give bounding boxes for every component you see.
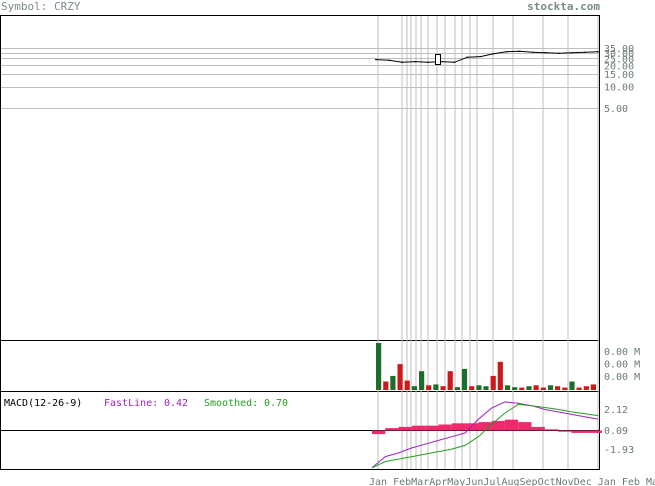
price-tick-label: 35.00 [604, 44, 634, 55]
volume-bar [426, 385, 432, 390]
macd-histogram-bar [385, 428, 399, 431]
macd-tick-label: 2.12 [604, 405, 628, 416]
grid-lines [1, 16, 599, 469]
volume-bar [461, 368, 468, 391]
macd-histogram-bar [504, 419, 519, 431]
price-line [375, 50, 599, 63]
volume-bar [512, 387, 518, 390]
volume-bar [497, 361, 503, 390]
volume-bar [433, 384, 439, 390]
macd-histogram-bar [558, 430, 572, 432]
volume-bar [447, 371, 453, 390]
volume-bar [569, 381, 575, 390]
macd-title: MACD(12-26-9) [4, 398, 82, 409]
volume-bar [397, 364, 403, 390]
site-link[interactable]: stockta.com [527, 0, 600, 13]
macd-histogram-bar [598, 430, 602, 433]
price-tick-label: 25.00 [604, 54, 634, 65]
volume-bar [454, 387, 460, 390]
volume-bar [547, 385, 554, 390]
volume-tick-label: 0.00 M [604, 347, 640, 358]
volume-bar [526, 386, 532, 390]
volume-tick-label: 0.00 M [604, 372, 640, 383]
macd-histogram-bar [571, 430, 585, 433]
macd-histogram-bar [491, 420, 505, 431]
volume-bar [419, 371, 425, 390]
macd-histogram-bar [531, 426, 545, 431]
macd-histogram [372, 419, 602, 435]
volume-bar [576, 387, 582, 390]
volume-bar [440, 386, 446, 390]
volume-bar [383, 381, 389, 390]
volume-axis: 0.00 M0.00 M0.00 M [604, 347, 640, 383]
macd-histogram-bar [372, 430, 386, 435]
volume-bar [540, 387, 546, 390]
volume-bar [411, 386, 417, 390]
volume-bar [583, 386, 589, 390]
volume-panel-frame [0, 340, 600, 392]
macd-histogram-bar [518, 422, 532, 431]
smoothed-value: 0.70 [264, 398, 288, 409]
volume-bar [533, 385, 539, 390]
volume-bars [376, 343, 596, 391]
volume-bar [476, 385, 482, 390]
symbol-label: Symbol: CRZY [1, 0, 81, 13]
macd-legend: MACD(12-26-9) FastLine: 0.42 Smoothed: 0… [4, 398, 288, 409]
macd-histogram-bar [584, 430, 598, 433]
macd-tick-label: 0.09 [604, 426, 628, 437]
macd-histogram-bar [451, 423, 466, 431]
volume-bar [562, 387, 568, 390]
macd-lines [371, 401, 599, 469]
macd-histogram-bar [398, 426, 412, 431]
price-tick-label: 5.00 [604, 104, 628, 115]
macd-histogram-bar [438, 424, 452, 431]
volume-bar [519, 387, 525, 390]
smoothed-label: Smoothed: [204, 398, 258, 409]
fast-line-value: 0.42 [164, 398, 188, 409]
price-tick-label: 10.00 [604, 83, 634, 94]
volume-tick-label: 0.00 M [604, 360, 640, 371]
price-series [375, 50, 599, 65]
macd-histogram-bar [478, 422, 492, 431]
macd-histogram-bar [425, 425, 439, 431]
volume-bar [469, 386, 475, 390]
macd-axis: 2.12 0.09 -1.93 [604, 405, 634, 456]
price-tick-label: 20.00 [604, 61, 634, 72]
volume-bar [504, 385, 511, 390]
macd-histogram-bar [465, 423, 479, 431]
macd-fast-line [371, 401, 599, 469]
macd-tick-label: -1.93 [604, 445, 634, 456]
macd-histogram-bar [411, 425, 426, 431]
macd-smoothed-line [371, 403, 599, 469]
volume-bar [390, 375, 396, 390]
price-panel-frame [0, 15, 600, 341]
volume-bar [376, 343, 382, 390]
macd-histogram-bar [544, 429, 559, 431]
volume-bar [555, 386, 561, 390]
volume-bar [590, 384, 596, 390]
price-candle [435, 54, 441, 65]
price-tick-label: 15.00 [604, 70, 634, 81]
x-axis-labels: Jan FebMarAprMayJunJulAugSepOctNovDec Ja… [369, 477, 655, 486]
volume-bar [490, 375, 496, 390]
volume-bar [404, 380, 410, 390]
price-tick-label: 30.00 [604, 49, 634, 60]
fast-line-label: FastLine: [104, 398, 158, 409]
volume-bar [483, 386, 489, 390]
